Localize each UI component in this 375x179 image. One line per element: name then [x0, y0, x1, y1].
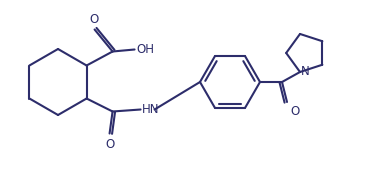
Text: HN: HN: [142, 103, 159, 116]
Text: N: N: [301, 64, 310, 78]
Text: OH: OH: [136, 43, 154, 56]
Text: O: O: [105, 137, 114, 151]
Text: O: O: [89, 13, 98, 25]
Text: O: O: [290, 105, 299, 118]
